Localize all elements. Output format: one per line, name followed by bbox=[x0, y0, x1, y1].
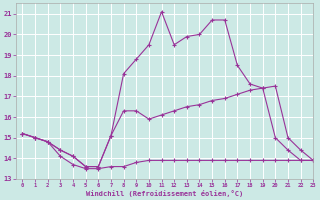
X-axis label: Windchill (Refroidissement éolien,°C): Windchill (Refroidissement éolien,°C) bbox=[86, 190, 243, 197]
